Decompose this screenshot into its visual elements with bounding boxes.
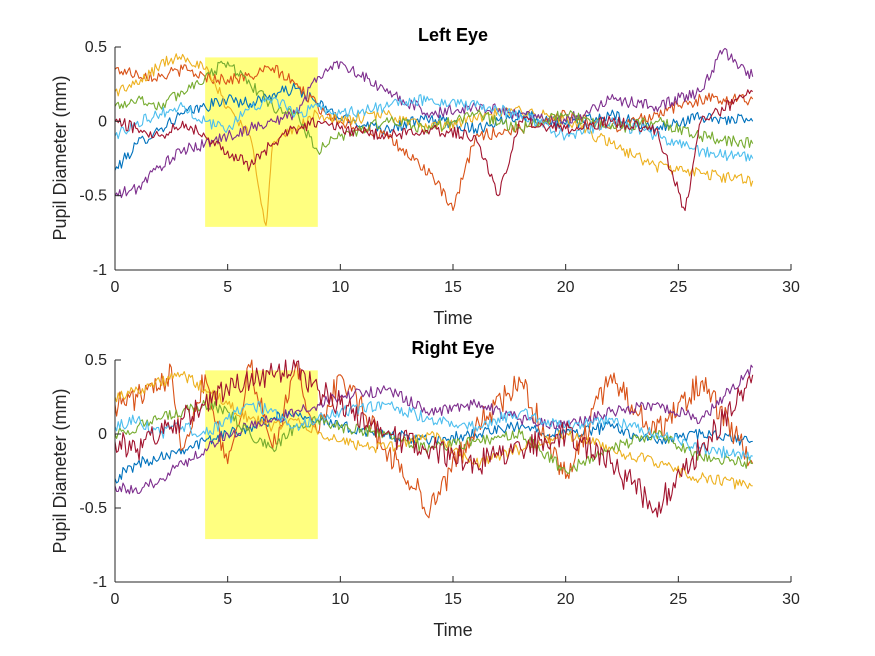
x-tick-label: 5 bbox=[223, 279, 232, 296]
x-tick-label: 30 bbox=[782, 279, 800, 296]
series-line bbox=[114, 47, 754, 199]
series-line bbox=[114, 53, 754, 226]
y-tick-label: -1 bbox=[93, 574, 107, 591]
series-line bbox=[114, 359, 754, 519]
series-line bbox=[114, 94, 754, 162]
chart-title: Left Eye bbox=[418, 25, 488, 45]
series-line bbox=[114, 371, 753, 490]
series-line bbox=[114, 64, 754, 212]
y-tick-label: 0 bbox=[98, 426, 107, 443]
y-tick-label: 0 bbox=[98, 113, 107, 130]
series-line bbox=[114, 89, 754, 212]
x-tick-label: 30 bbox=[782, 591, 800, 608]
x-tick-label: 5 bbox=[223, 591, 232, 608]
chart-title: Right Eye bbox=[411, 338, 494, 358]
x-tick-label: 10 bbox=[331, 279, 349, 296]
series-group bbox=[114, 47, 754, 226]
series-line bbox=[114, 364, 754, 495]
y-tick-label: 0.5 bbox=[85, 39, 107, 56]
y-tick-label: -0.5 bbox=[79, 188, 107, 205]
x-axis-label: Time bbox=[433, 308, 472, 328]
x-axis-label: Time bbox=[433, 620, 472, 640]
series-group bbox=[114, 359, 754, 519]
y-tick-label: -1 bbox=[93, 262, 107, 279]
x-tick-label: 25 bbox=[669, 279, 687, 296]
y-axis-label: Pupil Diameter (mm) bbox=[50, 388, 70, 553]
x-tick-label: 10 bbox=[331, 591, 349, 608]
left-eye-subplot: 0 5 10 15 20 25 30 -1 -0.5 0 0.5 Left Eye Time Pup… bbox=[50, 25, 800, 328]
x-tick-label: 25 bbox=[669, 591, 687, 608]
series-line bbox=[114, 60, 754, 155]
highlight-region bbox=[205, 57, 318, 227]
axes: 0 5 10 15 20 25 30 -1 -0.5 0 0.5 bbox=[79, 39, 800, 296]
x-tick-label: 20 bbox=[557, 591, 575, 608]
x-tick-label: 15 bbox=[444, 279, 462, 296]
axes: 0 5 10 15 20 25 30 -1 -0.5 0 0.5 bbox=[79, 352, 800, 608]
highlight-rect bbox=[205, 57, 318, 227]
x-tick-label: 0 bbox=[111, 591, 120, 608]
series-line bbox=[114, 401, 753, 461]
series-line bbox=[114, 359, 754, 518]
y-tick-label: 0.5 bbox=[85, 352, 107, 369]
y-axis-label: Pupil Diameter (mm) bbox=[50, 75, 70, 240]
x-tick-label: 0 bbox=[111, 279, 120, 296]
x-tick-label: 15 bbox=[444, 591, 462, 608]
series-line bbox=[114, 409, 753, 484]
x-tick-label: 20 bbox=[557, 279, 575, 296]
y-tick-label: -0.5 bbox=[79, 500, 107, 517]
right-eye-subplot: 0 5 10 15 20 25 30 -1 -0.5 0 0.5 Right Eye Time Pu… bbox=[50, 338, 800, 640]
